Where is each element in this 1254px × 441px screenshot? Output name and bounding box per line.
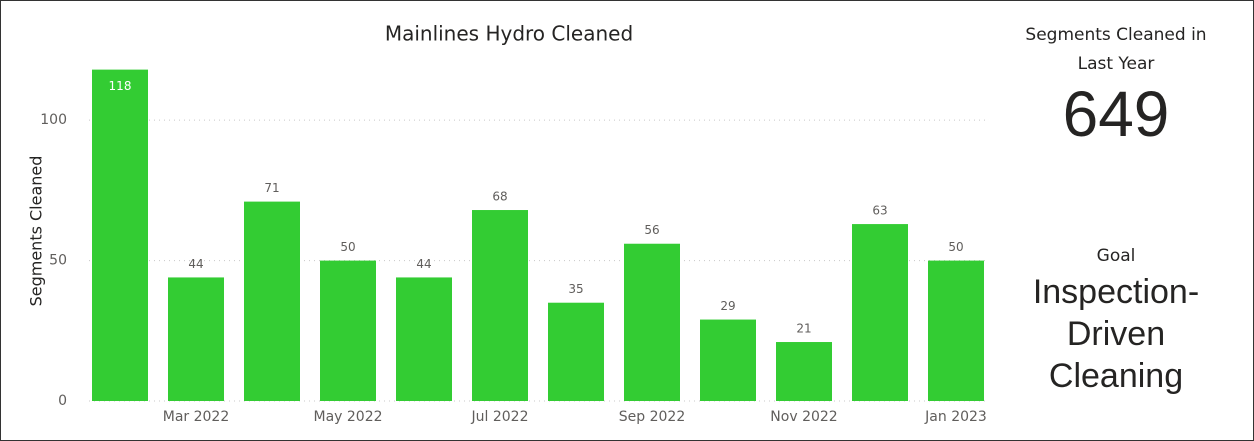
data-label: 21 bbox=[796, 322, 811, 336]
card-title: Goal bbox=[1096, 246, 1136, 266]
data-label: 35 bbox=[568, 282, 583, 296]
data-label: 118 bbox=[109, 79, 132, 93]
goal-card: Goal Inspection-Driven Cleaning bbox=[1006, 242, 1226, 397]
x-tick-label: Nov 2022 bbox=[770, 409, 837, 425]
x-tick-label: Mar 2022 bbox=[163, 409, 230, 425]
data-label: 56 bbox=[644, 223, 659, 237]
y-axis-label: Segments Cleaned bbox=[27, 156, 46, 307]
bar bbox=[168, 277, 224, 401]
data-label: 44 bbox=[416, 257, 431, 271]
bar bbox=[776, 342, 832, 401]
data-label: 68 bbox=[492, 190, 507, 204]
y-tick-label: 50 bbox=[49, 253, 67, 269]
bar bbox=[928, 260, 984, 401]
chart-title: Mainlines Hydro Cleaned bbox=[385, 22, 633, 46]
x-tick-label: Sep 2022 bbox=[619, 409, 685, 425]
x-tick-label: Jul 2022 bbox=[471, 409, 529, 425]
kpi-value: 649 bbox=[1062, 78, 1170, 150]
x-tick-label: May 2022 bbox=[313, 409, 382, 425]
goal-value: Inspection-Driven Cleaning bbox=[1032, 273, 1200, 395]
y-tick-label: 0 bbox=[58, 393, 67, 409]
chart: Mainlines Hydro Cleaned Segments Cleaned… bbox=[27, 22, 987, 426]
bar bbox=[852, 224, 908, 401]
data-label: 50 bbox=[340, 240, 355, 254]
bar bbox=[244, 201, 300, 401]
bar bbox=[396, 277, 452, 401]
bar bbox=[624, 243, 680, 401]
bar bbox=[548, 302, 604, 401]
y-tick-label: 100 bbox=[40, 112, 67, 128]
bar bbox=[320, 260, 376, 401]
data-label: 71 bbox=[264, 181, 279, 195]
data-label: 63 bbox=[872, 204, 887, 218]
bar bbox=[700, 319, 756, 401]
kpi-card: Segments Cleaned in Last Year 649 bbox=[1011, 21, 1221, 149]
data-label: 44 bbox=[188, 257, 203, 271]
x-tick-label: Jan 2023 bbox=[924, 409, 987, 425]
bar bbox=[472, 210, 528, 401]
card-title: Segments Cleaned in Last Year bbox=[1025, 25, 1207, 74]
data-label: 29 bbox=[720, 299, 735, 313]
bar bbox=[92, 69, 148, 401]
data-label: 50 bbox=[948, 240, 963, 254]
